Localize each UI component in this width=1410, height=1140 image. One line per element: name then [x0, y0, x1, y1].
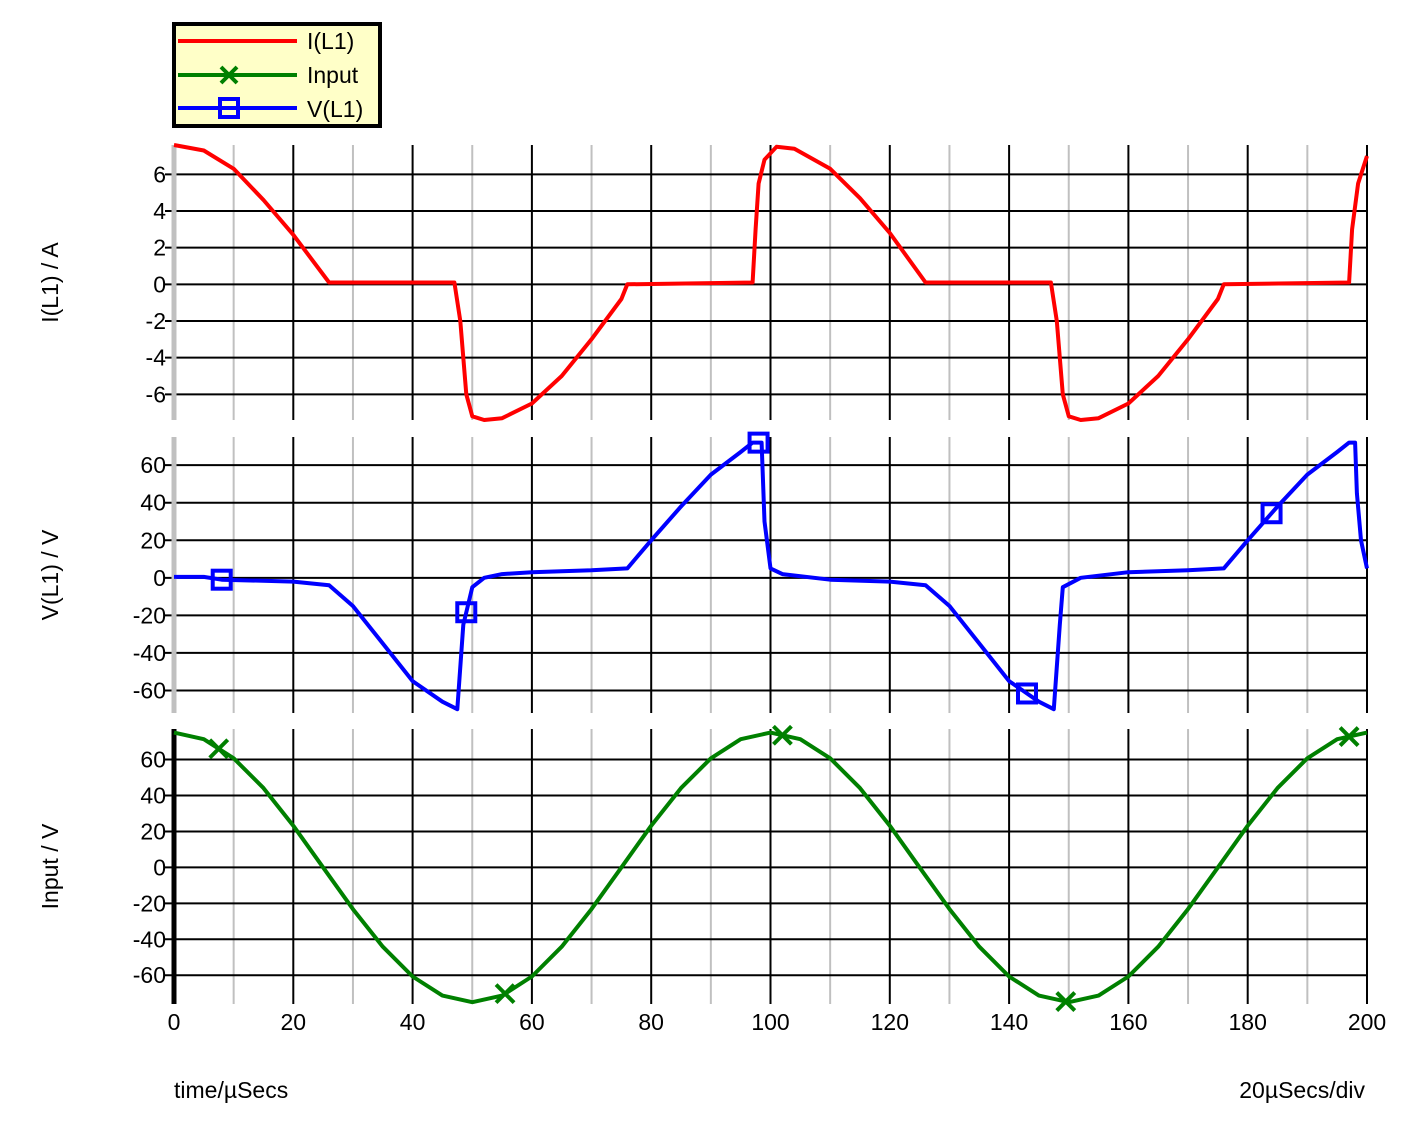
x-tick-label: 20 — [281, 1009, 307, 1035]
y-tick-label: -2 — [146, 308, 166, 334]
y-tick-label: 40 — [140, 783, 166, 809]
data-point-marker — [1260, 502, 1283, 525]
y-axis-label: Input / V — [37, 823, 63, 909]
data-point-marker — [1338, 726, 1360, 747]
y-tick-label: 40 — [140, 490, 166, 516]
x-axis-label: time/µSecs — [174, 1077, 288, 1103]
y-tick-label: 60 — [140, 747, 166, 773]
series-line-input — [173, 730, 1368, 1005]
data-point-marker — [210, 568, 233, 591]
data-point-marker — [772, 724, 793, 746]
y-tick-label: 0 — [153, 854, 166, 880]
x-tick-label: 200 — [1348, 1009, 1386, 1035]
y-tick-label: -60 — [133, 962, 166, 988]
x-tick-label: 160 — [1109, 1009, 1147, 1035]
y-axis-label: V(L1) / V — [37, 529, 63, 620]
y-tick-label: 6 — [153, 161, 166, 187]
y-tick-label: -6 — [146, 381, 166, 407]
y-tick-label: 20 — [140, 527, 166, 553]
x-tick-label: 40 — [400, 1009, 426, 1035]
series-line-i-l1- — [173, 143, 1369, 422]
panel-2: 60 40 20 0 -20 -40 -60 V(L1) / V — [37, 431, 1369, 713]
x-tick-label: 140 — [990, 1009, 1028, 1035]
square-marker-icon — [218, 97, 240, 119]
x-tick-label: 100 — [751, 1009, 789, 1035]
y-tick-label: 2 — [153, 235, 166, 261]
scale-label: 20µSecs/div — [1239, 1077, 1365, 1103]
y-tick-label: 0 — [153, 271, 166, 297]
data-point-marker — [1015, 682, 1038, 705]
y-tick-label: -40 — [133, 926, 166, 952]
x-tick-label: 0 — [168, 1009, 181, 1035]
data-point-marker — [494, 983, 516, 1005]
y-axis-label: I(L1) / A — [37, 242, 63, 323]
data-point-marker — [208, 738, 230, 760]
x-tick-label: 60 — [519, 1009, 545, 1035]
x-tick-label: 80 — [638, 1009, 664, 1035]
x-marker-icon — [219, 65, 239, 85]
y-tick-label: 60 — [140, 452, 166, 478]
legend-label-i-l1: I(L1) — [307, 28, 354, 54]
y-tick-label: -20 — [133, 602, 166, 628]
y-tick-label: -60 — [133, 677, 166, 703]
y-tick-label: -20 — [133, 890, 166, 916]
y-tick-label: 20 — [140, 818, 166, 844]
data-point-marker — [747, 431, 770, 454]
y-tick-label: 4 — [153, 198, 166, 224]
y-tick-label: -4 — [146, 345, 167, 371]
data-point-marker — [1055, 991, 1077, 1012]
y-tick-label: -40 — [133, 640, 166, 666]
panel-1: 6 4 2 0 -2 -4 -6 I(L1) / A — [37, 143, 1369, 422]
x-tick-label: 120 — [871, 1009, 909, 1035]
legend: I(L1) Input V(L1) — [172, 22, 382, 128]
legend-label-input: Input — [307, 62, 359, 88]
y-tick-label: 0 — [153, 565, 166, 591]
series-line-v-l1- — [174, 440, 1369, 712]
legend-label-v-l1: V(L1) — [307, 96, 363, 122]
x-tick-label: 180 — [1229, 1009, 1267, 1035]
data-point-marker — [455, 601, 478, 624]
